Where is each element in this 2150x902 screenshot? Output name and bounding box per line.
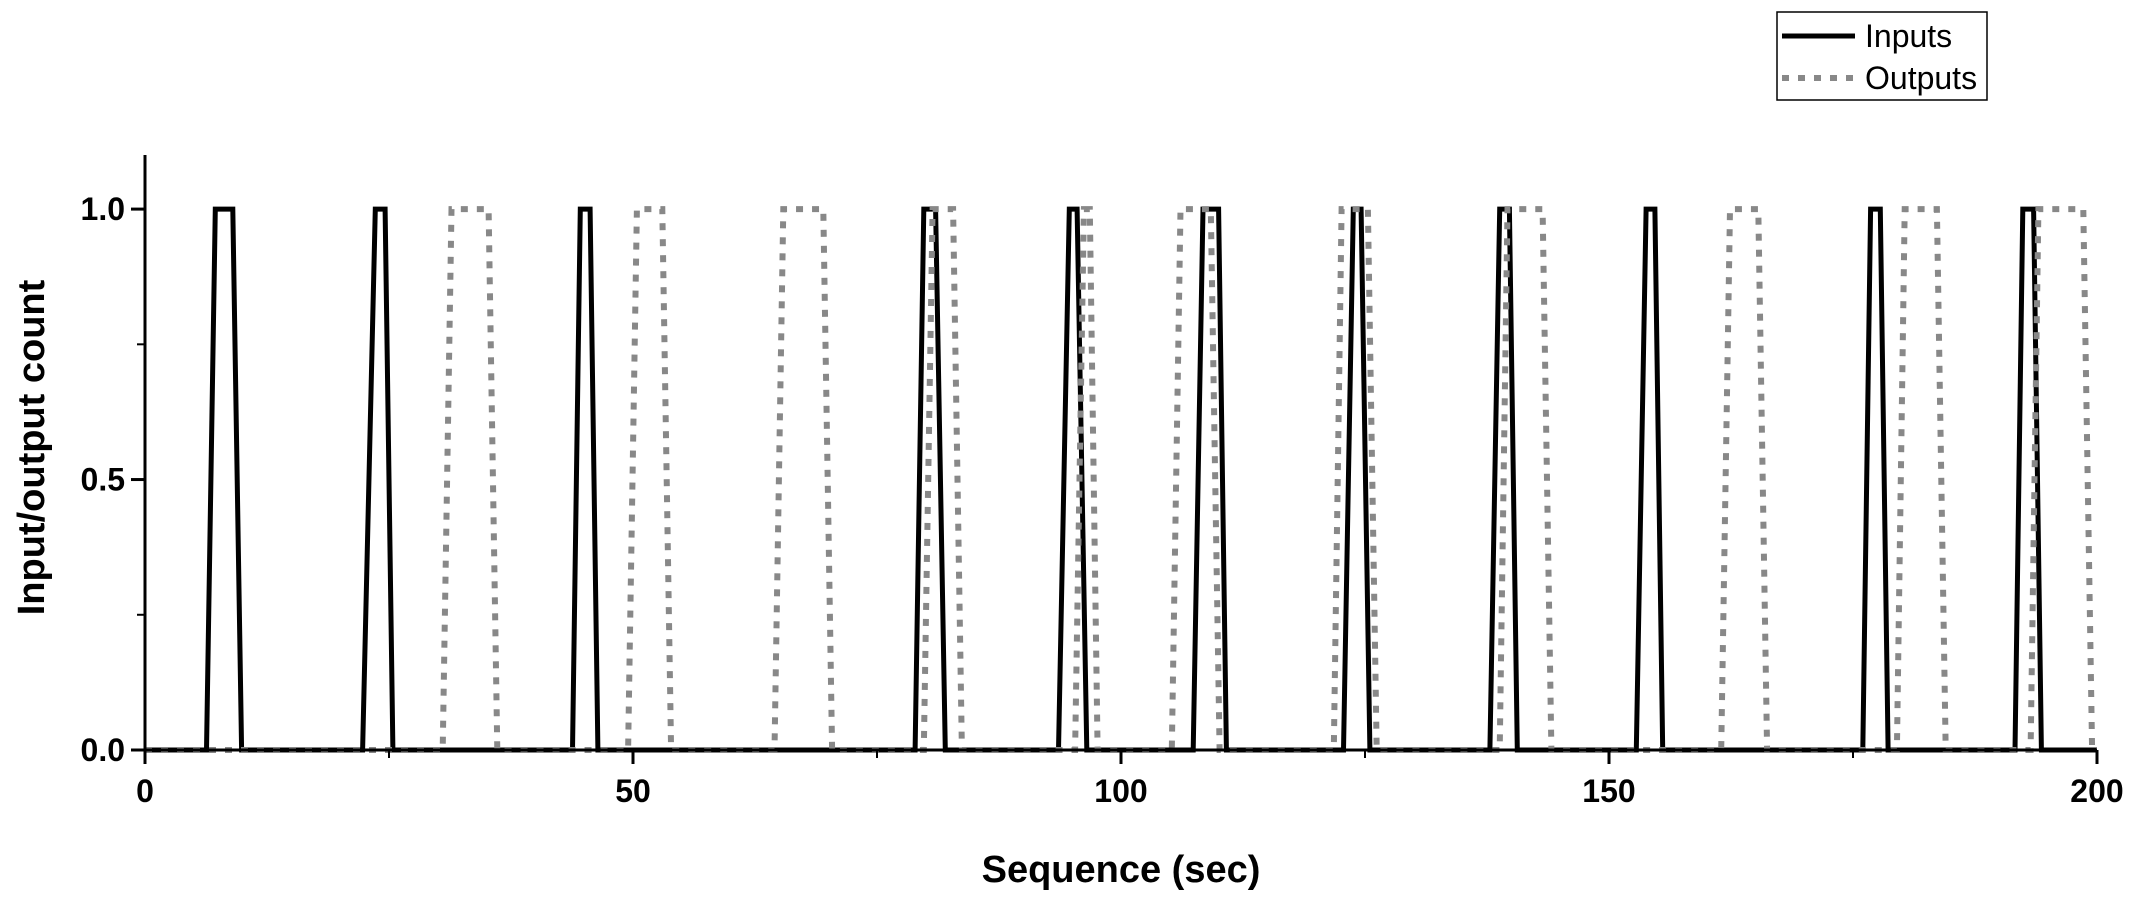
- x-tick-label: 50: [615, 773, 651, 809]
- x-tick-label: 0: [136, 773, 154, 809]
- y-tick-label: 1.0: [81, 191, 125, 227]
- ticks: 0 50 100 150 200 0.0 0.5 1.0: [81, 191, 2124, 809]
- legend-box: [1776, 11, 1988, 101]
- legend: Inputs Outputs: [1776, 11, 1988, 101]
- x-axis-title: Sequence (sec): [982, 849, 1261, 891]
- plot-area: [145, 206, 2097, 753]
- x-tick-label: 150: [1582, 773, 1635, 809]
- series-line-outputs: [145, 206, 2097, 753]
- series-line-inputs: [145, 206, 2097, 753]
- x-tick-label: 200: [2070, 773, 2123, 809]
- legend-label-inputs: Inputs: [1865, 18, 1952, 54]
- legend-label-outputs: Outputs: [1865, 60, 1977, 96]
- y-tick-label: 0.0: [81, 732, 125, 768]
- axes: [143, 155, 2097, 752]
- y-axis-title: Input/output count: [11, 279, 53, 615]
- y-tick-label: 0.5: [81, 462, 125, 498]
- x-tick-label: 100: [1094, 773, 1147, 809]
